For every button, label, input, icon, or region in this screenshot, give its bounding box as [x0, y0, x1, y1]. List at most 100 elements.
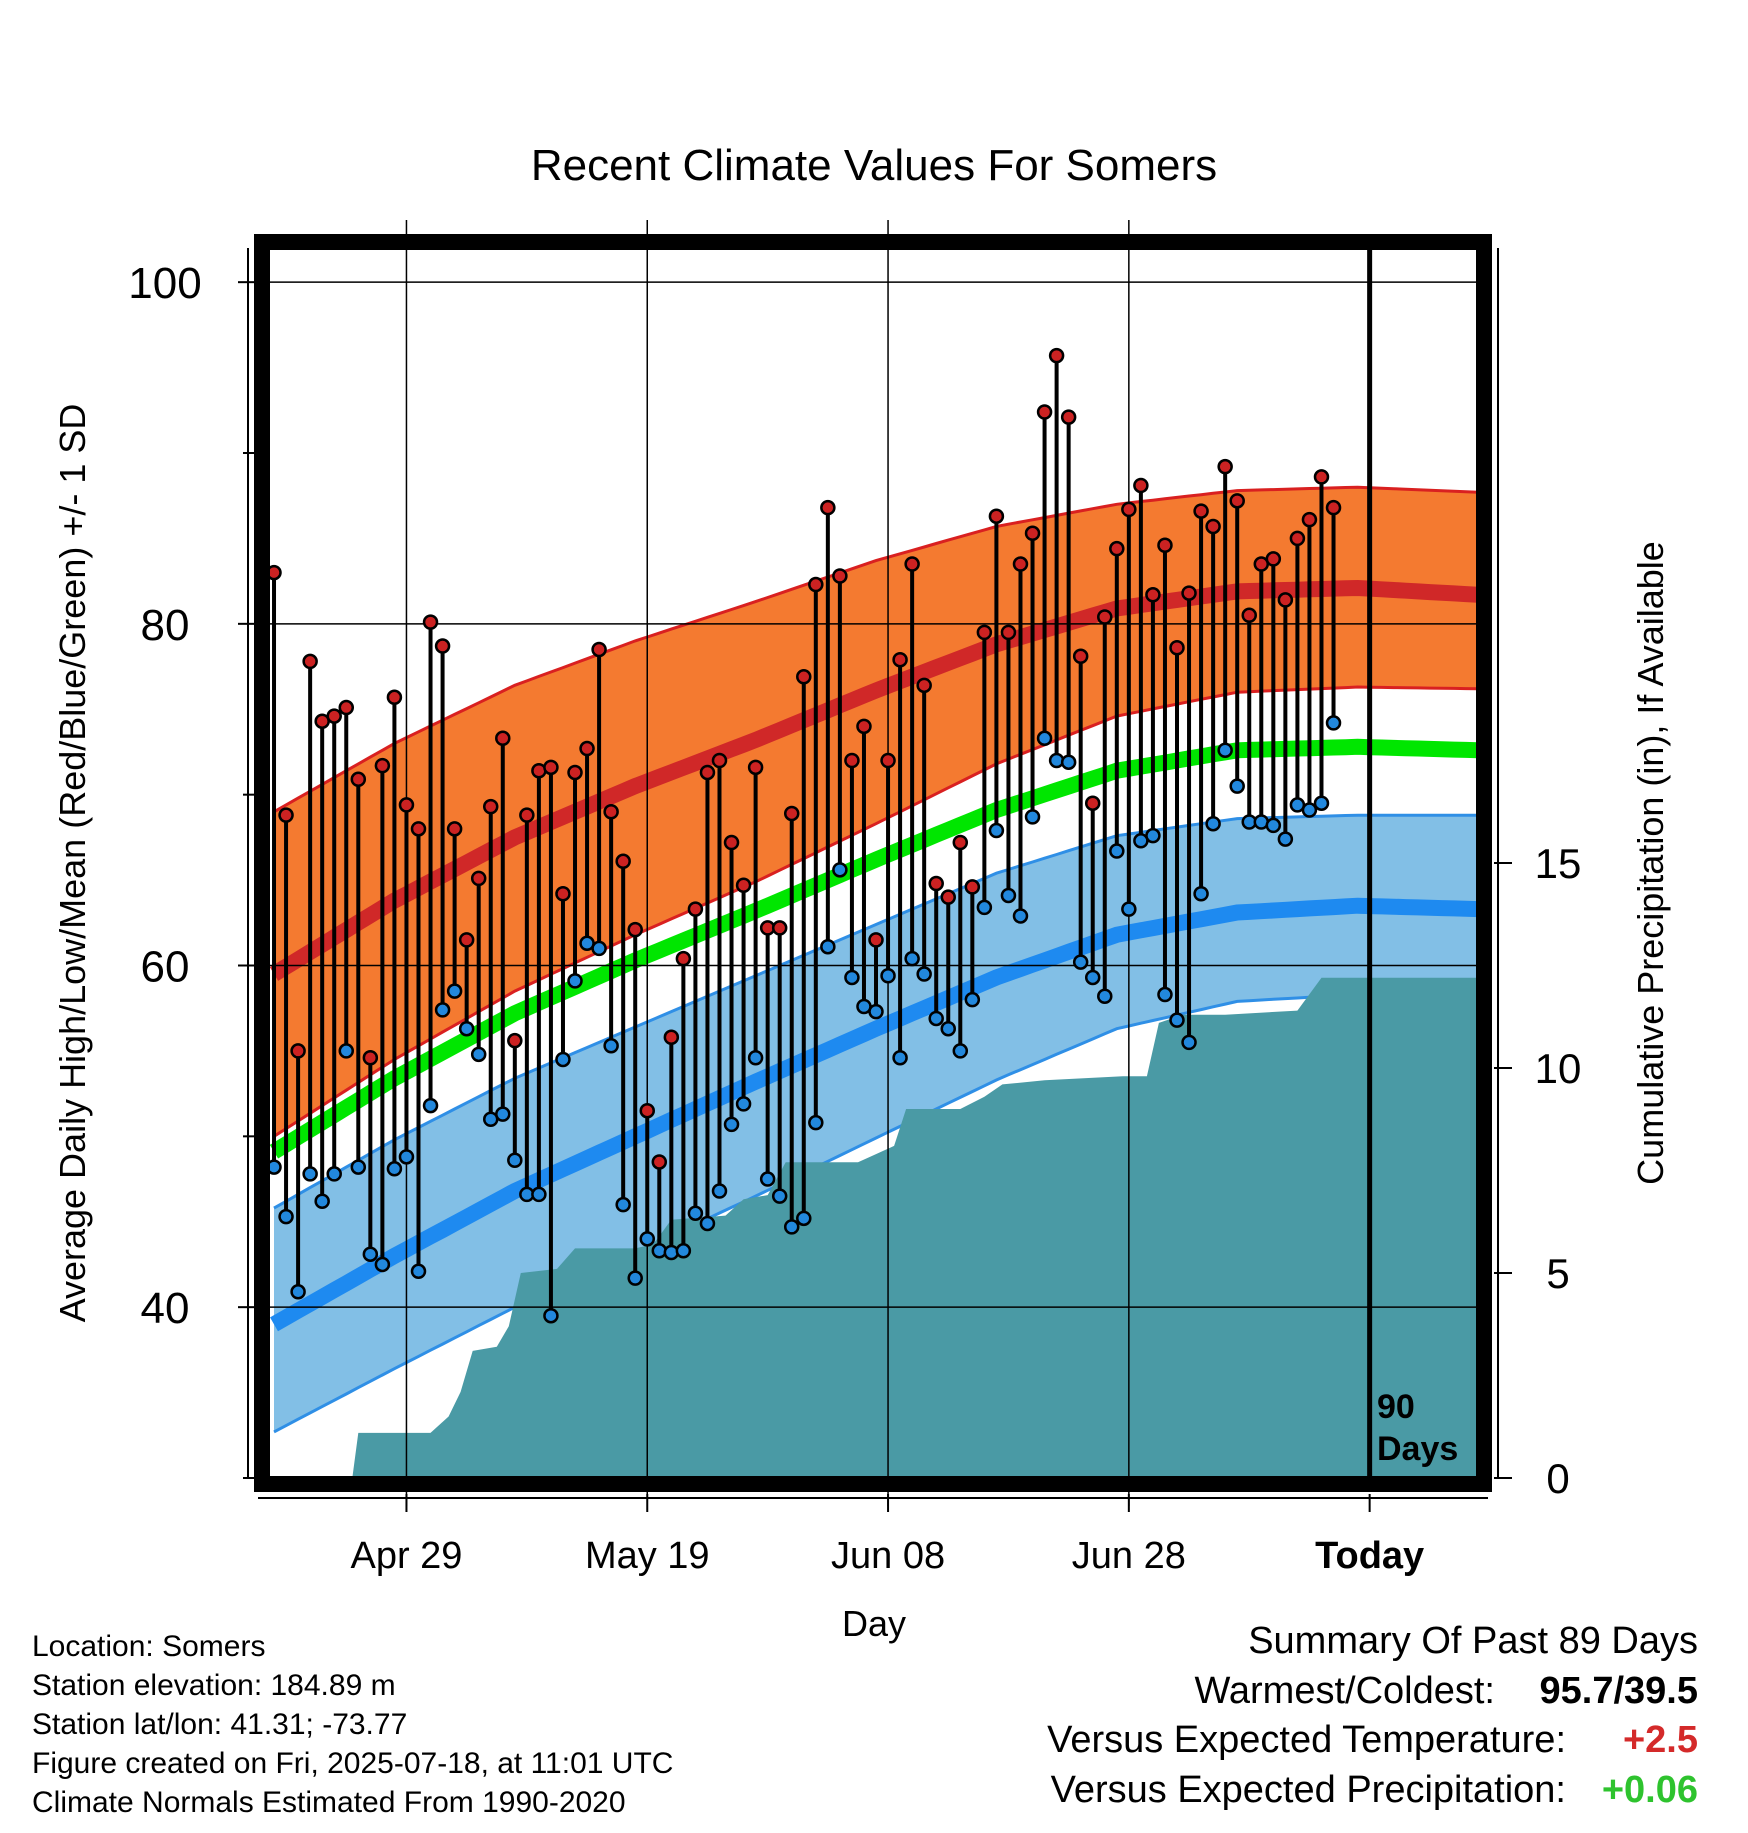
high-point	[615, 853, 631, 870]
low-point	[338, 1043, 355, 1059]
low-point	[543, 1307, 559, 1324]
y2-tick-label: 10	[1535, 1045, 1582, 1092]
today-days-number: 90	[1377, 1388, 1415, 1426]
low-point	[374, 1256, 391, 1273]
x-axis: Apr 29 May 19 Jun 08 Jun 28 Today	[258, 1494, 1488, 1577]
info-line-normals: Climate Normals Estimated From 1990-2020	[32, 1786, 626, 1819]
high-point	[940, 889, 956, 905]
low-normal-line	[270, 897, 1478, 1332]
low-point	[591, 940, 607, 957]
high-point	[555, 886, 571, 902]
high-point	[639, 1102, 656, 1119]
low-point	[458, 1020, 475, 1037]
temp-departure-label: Versus Expected Temperature:	[1047, 1719, 1566, 1761]
low-point	[1193, 886, 1209, 902]
low-point	[1301, 802, 1318, 818]
info-line-elevation: Station elevation: 184.89 m	[32, 1669, 396, 1702]
high-point	[543, 759, 559, 776]
y-axis-label: Average Daily High/Low/Mean (Red/Blue/Gr…	[52, 404, 93, 1323]
low-point	[555, 1051, 571, 1068]
warmest-coldest-label: Warmest/Coldest:	[1194, 1670, 1495, 1712]
high-point	[988, 508, 1005, 524]
low-point	[868, 1003, 884, 1020]
low-point	[892, 1050, 908, 1066]
low-point	[567, 973, 583, 989]
high-point	[1024, 525, 1041, 542]
high-point	[268, 564, 282, 581]
high-point	[350, 771, 367, 788]
high-point	[1169, 640, 1185, 656]
high-point	[892, 651, 908, 668]
low-point	[976, 899, 993, 916]
y-tick-label: 40	[141, 1284, 190, 1333]
low-point	[362, 1246, 379, 1262]
high-point	[1133, 477, 1149, 494]
high-point	[1000, 624, 1017, 641]
high-point	[687, 901, 704, 917]
high-point	[1289, 530, 1306, 547]
y-tick-label: 80	[141, 601, 190, 650]
low-point	[1277, 831, 1294, 847]
high-point	[1012, 556, 1029, 572]
high-point	[699, 764, 716, 781]
low-point	[1157, 986, 1173, 1003]
high-sd-lower-line	[273, 685, 1478, 1138]
x-tick-label: Today	[1315, 1535, 1424, 1577]
high-point	[844, 752, 860, 769]
low-point	[507, 1152, 523, 1168]
high-point	[507, 1032, 523, 1049]
low-point	[783, 1219, 800, 1235]
low-sd-lower-line	[273, 993, 1478, 1434]
low-point	[771, 1188, 788, 1204]
today-days-text: Days	[1377, 1430, 1458, 1468]
high-point	[290, 1043, 306, 1059]
high-point	[591, 641, 607, 658]
low-point	[603, 1038, 619, 1054]
high-point	[856, 718, 872, 735]
high-point	[458, 932, 475, 948]
low-point	[916, 966, 932, 982]
x-tick-label: May 19	[585, 1535, 710, 1577]
low-point	[1121, 901, 1137, 917]
precipitation-fill	[352, 977, 1478, 1478]
high-point	[278, 807, 294, 823]
high-point	[651, 1154, 668, 1170]
high-point	[916, 677, 932, 694]
low-point	[808, 1114, 824, 1131]
low-point	[470, 1046, 487, 1063]
low-point	[1325, 715, 1342, 731]
low-point	[699, 1215, 716, 1232]
high-point	[771, 920, 788, 936]
high-point	[1157, 537, 1173, 553]
x-tick-label: Apr 29	[350, 1535, 462, 1577]
info-line-location: Location: Somers	[32, 1630, 265, 1663]
low-point	[495, 1106, 511, 1122]
low-point	[687, 1205, 704, 1221]
low-point	[952, 1043, 969, 1059]
high-point	[495, 730, 511, 747]
high-point	[723, 834, 740, 851]
high-point	[470, 870, 487, 887]
low-point	[796, 1210, 812, 1227]
summary-title: Summary Of Past 89 Days	[1248, 1620, 1698, 1662]
low-point	[832, 862, 848, 878]
low-point	[1000, 887, 1017, 904]
low-point	[1169, 1012, 1185, 1028]
high-point	[976, 624, 993, 641]
high-point	[1097, 609, 1113, 625]
y2-axis-label: Cumulative Precipitation (in), If Availa…	[1630, 541, 1671, 1185]
high-point	[1241, 607, 1257, 624]
low-point	[1217, 742, 1233, 758]
low-point	[639, 1231, 656, 1247]
high-point	[1048, 347, 1065, 364]
low-point	[1313, 795, 1330, 811]
high-point	[783, 805, 800, 822]
high-point	[1313, 469, 1330, 485]
high-point	[374, 757, 391, 774]
high-point	[1109, 540, 1125, 557]
low-point	[964, 991, 981, 1008]
low-point	[326, 1166, 342, 1182]
low-point	[1012, 908, 1029, 924]
high-point	[1277, 592, 1294, 608]
high-point	[711, 752, 728, 769]
